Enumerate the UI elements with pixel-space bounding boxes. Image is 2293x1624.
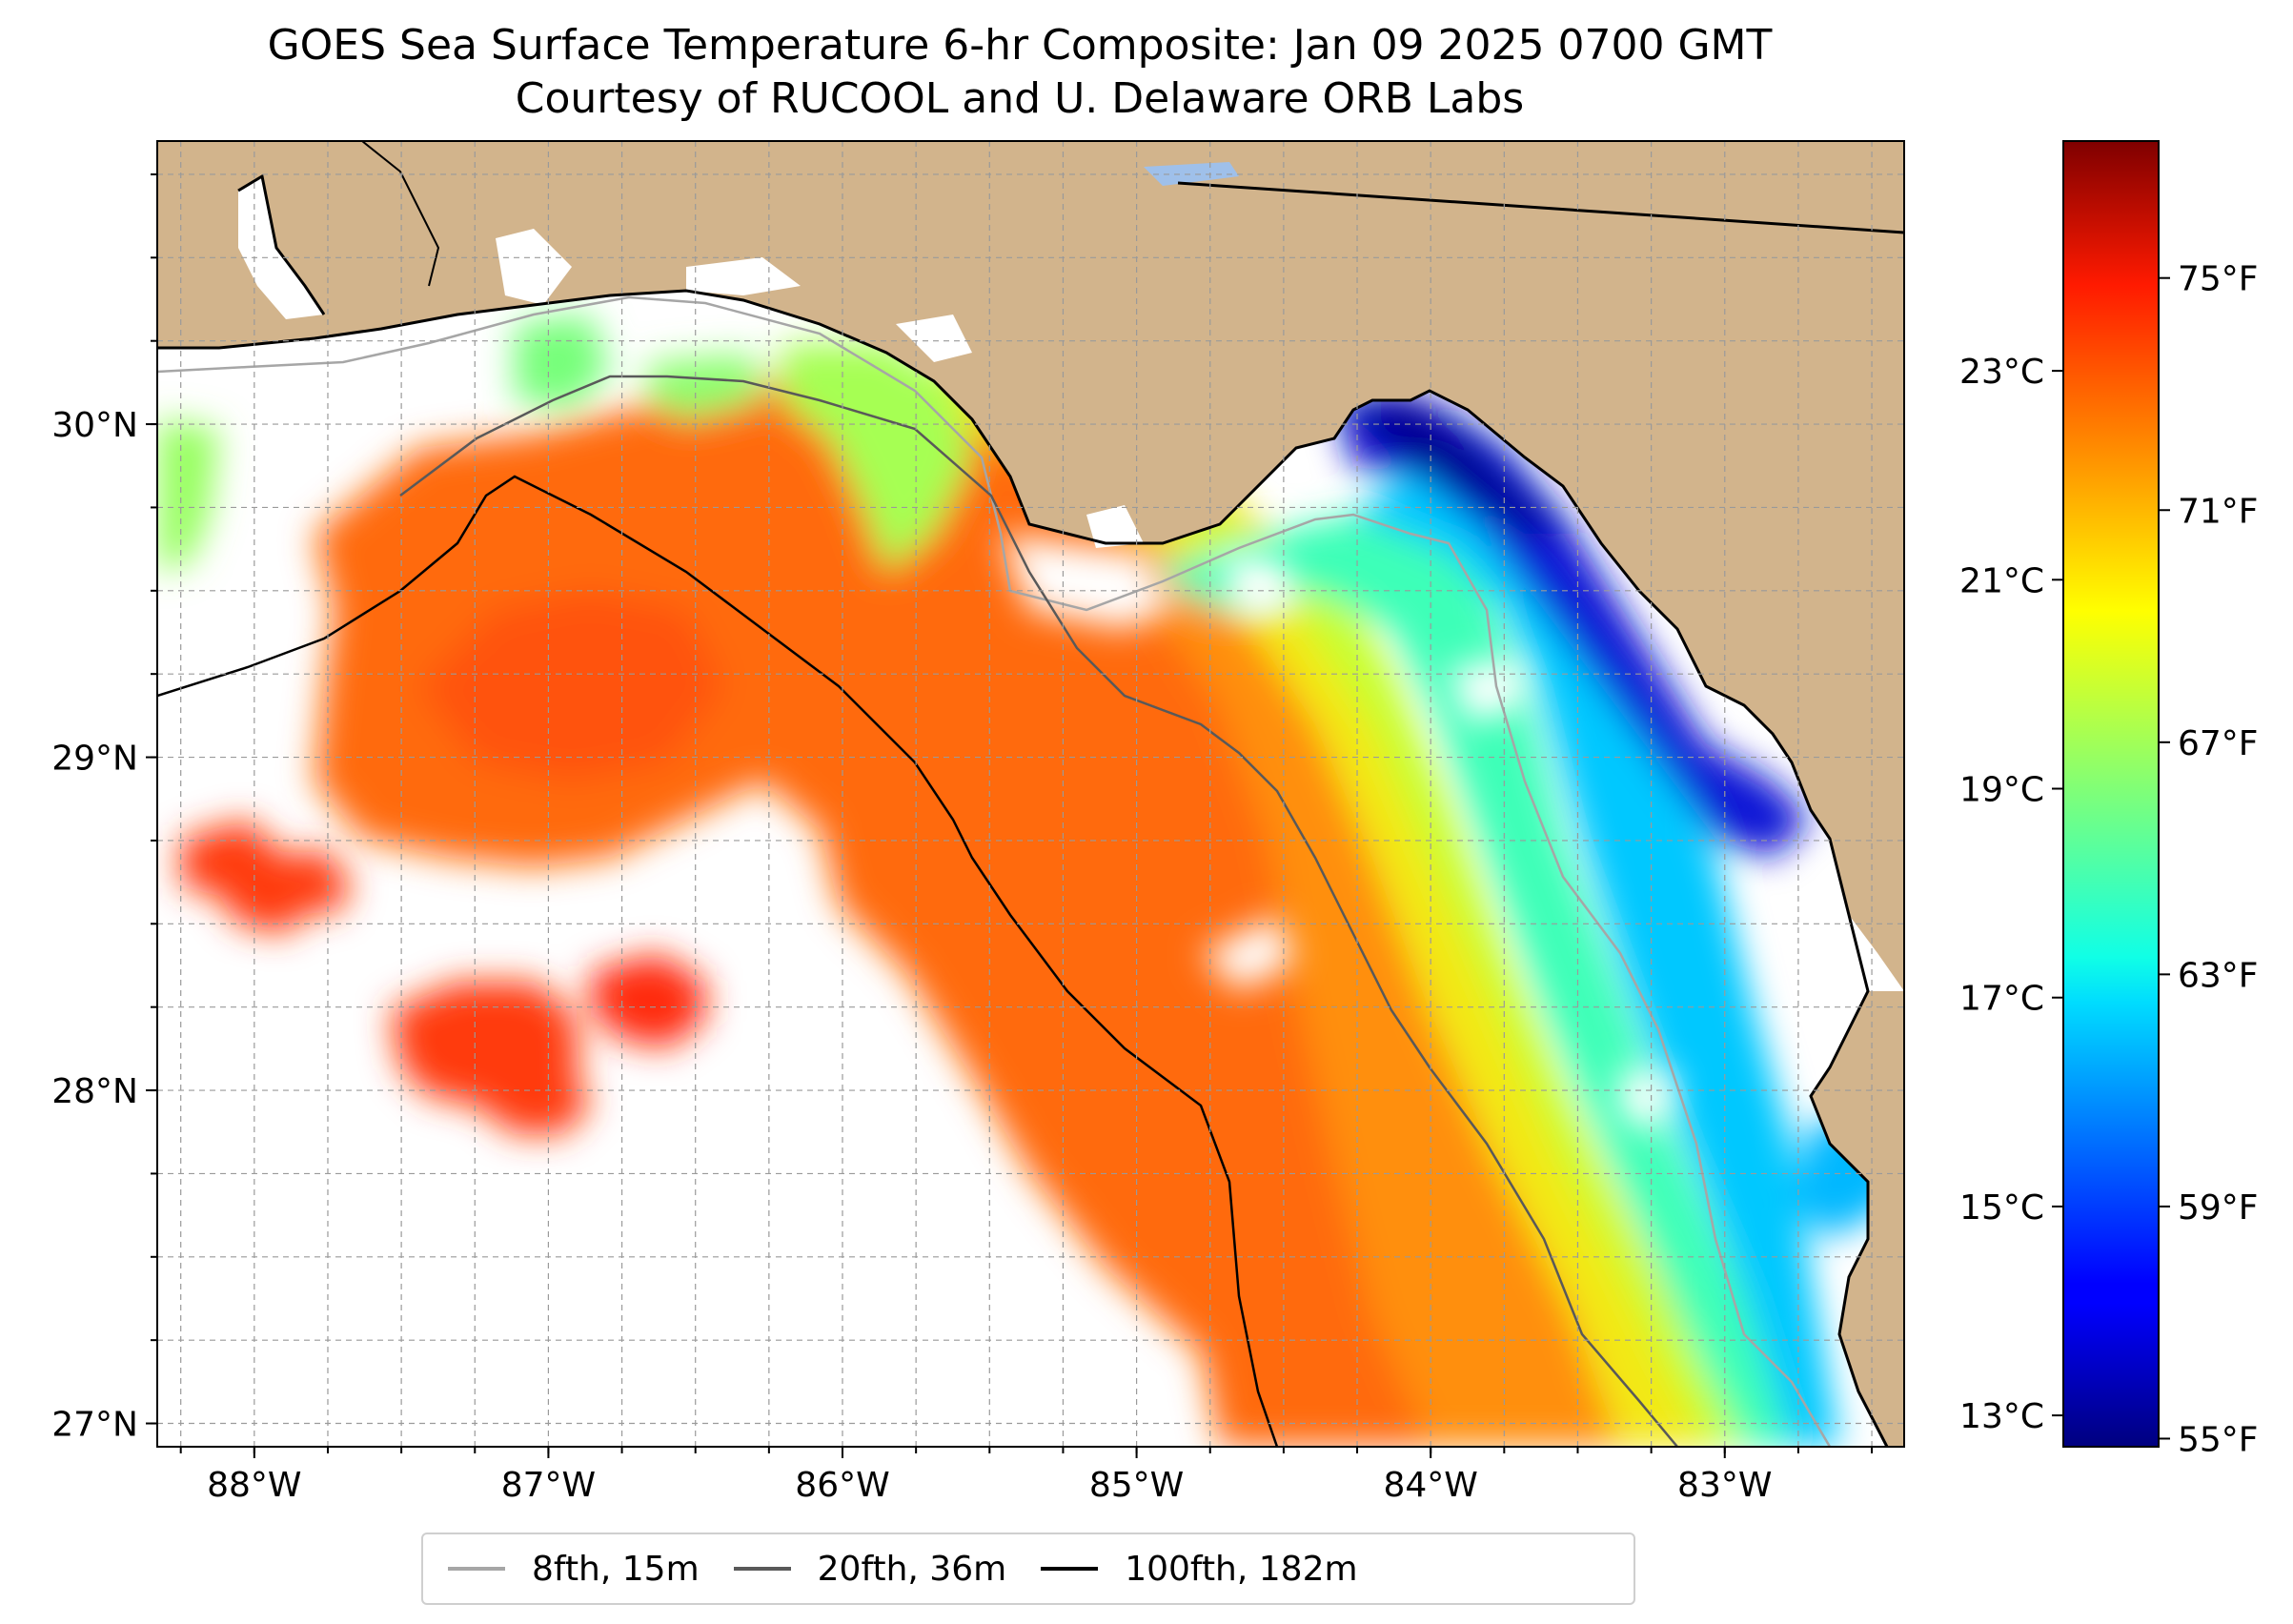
- legend-label: 20fth, 36m: [817, 1549, 1007, 1589]
- legend-line-swatch: [1041, 1567, 1099, 1571]
- colorbar: [2062, 140, 2160, 1448]
- legend-item: 8fth, 15m: [448, 1550, 700, 1589]
- lon-tick-label: 83°W: [1677, 1466, 1772, 1505]
- lon-tick-label: 85°W: [1089, 1466, 1184, 1505]
- lon-tick-label: 88°W: [207, 1466, 301, 1505]
- lat-tick-label: 30°N: [51, 406, 138, 445]
- colorbar-f-label: 55°F: [2178, 1420, 2259, 1459]
- colorbar-f-label: 67°F: [2178, 724, 2259, 763]
- colorbar-c-label: 23°C: [1959, 353, 2044, 392]
- legend-line-swatch: [733, 1567, 791, 1571]
- state-border: [1177, 181, 1904, 234]
- legend: 8fth, 15m 20fth, 36m 100fth, 182m: [421, 1533, 1635, 1605]
- sst-field: [157, 141, 1904, 1447]
- colorbar-c-label: 19°C: [1959, 771, 2044, 810]
- lon-tick-label: 87°W: [501, 1466, 596, 1505]
- chart-subtitle: Courtesy of RUCOOL and U. Delaware ORB L…: [515, 74, 1525, 123]
- lon-tick-label: 84°W: [1383, 1466, 1477, 1505]
- colorbar-celsius-axis: 23°C 21°C 19°C 17°C 15°C 13°C: [1959, 353, 2063, 1436]
- land: [157, 141, 1904, 1447]
- lon-tick-label: 86°W: [795, 1466, 889, 1505]
- colorbar-fahrenheit-axis: 75°F 71°F 67°F 63°F 59°F 55°F: [2159, 260, 2259, 1459]
- colorbar-c-label: 15°C: [1959, 1188, 2044, 1228]
- isobath-8fth: [157, 295, 1832, 1447]
- legend-item: 20fth, 36m: [733, 1549, 1007, 1589]
- colorbar-c-label: 17°C: [1959, 980, 2044, 1019]
- colorbar-f-label: 71°F: [2178, 492, 2259, 531]
- legend-line-swatch: [448, 1567, 505, 1571]
- legend-label: 100fth, 182m: [1125, 1549, 1358, 1589]
- colorbar-f-label: 75°F: [2178, 260, 2259, 299]
- colorbar-c-label: 21°C: [1959, 561, 2044, 600]
- lat-tick-label: 28°N: [51, 1072, 138, 1111]
- legend-label: 8fth, 15m: [532, 1549, 700, 1589]
- lat-tick-label: 29°N: [51, 740, 138, 779]
- lat-tick-label: 27°N: [51, 1406, 138, 1445]
- colorbar-c-label: 13°C: [1959, 1397, 2044, 1436]
- chart-title: GOES Sea Surface Temperature 6-hr Compos…: [267, 21, 1773, 70]
- isobath-20fth: [399, 375, 1678, 1447]
- legend-item: 100fth, 182m: [1041, 1549, 1358, 1589]
- map-border: [156, 140, 1905, 1448]
- latitude-axis: 30°N 29°N 28°N 27°N: [51, 173, 157, 1445]
- coastline: [157, 289, 1889, 1447]
- colorbar-f-label: 63°F: [2178, 956, 2259, 995]
- colorbar-f-label: 59°F: [2178, 1188, 2259, 1228]
- gridlines: [157, 141, 1904, 1447]
- longitude-axis: 88°W 87°W 86°W 85°W 84°W 83°W: [179, 1447, 1874, 1505]
